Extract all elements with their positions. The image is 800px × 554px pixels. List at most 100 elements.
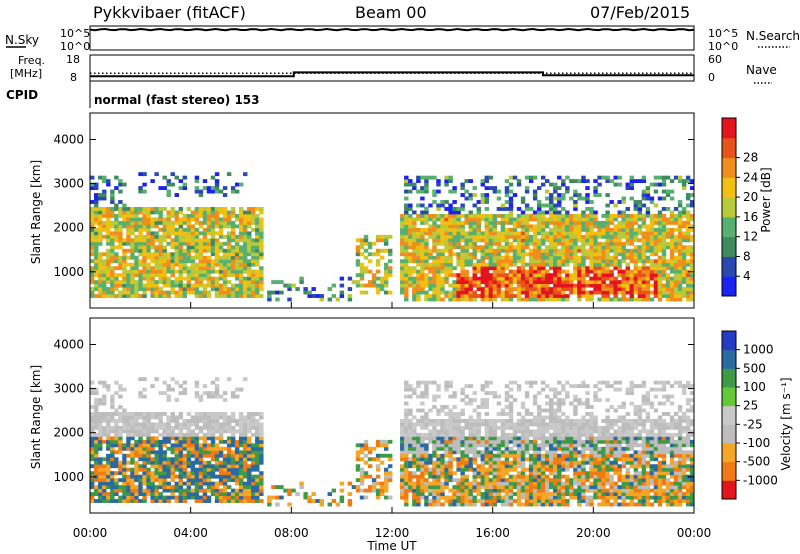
velocity-cell — [194, 474, 200, 479]
power-cell — [186, 266, 192, 271]
velocity-cell — [488, 502, 494, 507]
power-cell — [613, 266, 618, 271]
power-cell — [677, 252, 683, 257]
power-cell — [142, 182, 147, 187]
power-cell — [528, 287, 534, 291]
power-cell — [601, 294, 606, 298]
power-cell — [516, 224, 522, 229]
power-cell — [524, 294, 530, 298]
power-cell — [677, 294, 683, 298]
power-cell — [613, 276, 618, 281]
power-cell — [230, 283, 236, 288]
velocity-cell — [444, 474, 449, 479]
power-cell — [476, 220, 481, 225]
velocity-cell — [178, 492, 184, 496]
power-cell — [581, 238, 586, 243]
power-cell — [456, 280, 461, 285]
power-cell — [387, 252, 393, 257]
velocity-cell — [247, 418, 252, 423]
velocity-cell — [480, 492, 486, 496]
velocity-cell — [412, 502, 417, 507]
power-cell — [416, 273, 421, 278]
velocity-cell — [114, 471, 119, 476]
power-cell — [488, 217, 494, 222]
power-cell — [98, 259, 103, 264]
power-cell — [557, 196, 562, 201]
power-cell — [416, 245, 421, 250]
power-cell — [536, 231, 542, 236]
power-cell — [452, 186, 457, 191]
power-cell — [665, 262, 671, 267]
velocity-cell — [122, 464, 127, 469]
power-cell — [565, 220, 570, 225]
velocity-cell — [424, 502, 429, 507]
power-cell — [484, 200, 490, 204]
velocity-cell — [114, 432, 119, 437]
power-cell — [424, 175, 429, 180]
velocity-cell — [400, 478, 405, 483]
velocity-cell — [234, 499, 240, 503]
power-cell — [605, 269, 610, 274]
velocity-cell — [206, 415, 212, 420]
power-cell — [613, 182, 618, 187]
power-cell — [222, 217, 228, 222]
velocity-cell — [404, 488, 409, 493]
power-cell — [500, 255, 506, 260]
power-cell — [448, 231, 453, 236]
power-cell — [114, 213, 119, 218]
power-cell — [355, 283, 361, 288]
velocity-cell — [416, 439, 421, 444]
power-cell — [553, 182, 558, 187]
power-cell — [436, 266, 441, 271]
power-cell — [540, 262, 546, 267]
velocity-cell — [198, 460, 204, 465]
power-cell — [238, 234, 244, 239]
velocity-cell — [114, 380, 119, 385]
power-cell — [234, 255, 240, 260]
power-cell — [130, 273, 135, 278]
power-cell — [516, 269, 522, 274]
velocity-cell — [218, 492, 224, 496]
power-cell — [90, 259, 95, 264]
power-cell — [685, 287, 691, 291]
power-cell — [222, 294, 228, 298]
velocity-cell — [194, 478, 200, 483]
velocity-cell — [243, 499, 248, 503]
power-cell — [186, 276, 192, 281]
power-cell — [110, 273, 115, 278]
velocity-cell — [162, 460, 167, 465]
velocity-cell — [448, 418, 453, 423]
power-cell — [605, 294, 610, 298]
velocity-cell — [408, 488, 413, 493]
velocity-cell — [126, 439, 131, 444]
power-cell — [230, 290, 236, 295]
velocity-cell — [355, 488, 361, 493]
power-cell — [138, 220, 143, 225]
velocity-cell — [420, 478, 425, 483]
power-cell — [625, 224, 630, 229]
velocity-cell — [114, 439, 119, 444]
power-cell — [416, 203, 421, 208]
power-cell — [420, 189, 425, 194]
power-cell — [633, 238, 639, 243]
power-cell — [110, 248, 115, 253]
velocity-cell — [436, 471, 441, 476]
power-cell — [549, 213, 554, 218]
power-cell — [609, 255, 614, 260]
power-cell — [226, 294, 232, 298]
power-cell — [468, 179, 473, 184]
velocity-cell — [94, 391, 99, 396]
nave-label: Nave — [746, 63, 777, 77]
velocity-cell — [271, 495, 276, 500]
power-cell — [569, 245, 574, 250]
velocity-cell — [186, 432, 192, 437]
power-cell — [126, 269, 131, 274]
power-cell — [621, 269, 626, 274]
power-cell — [681, 290, 687, 295]
velocity-cell — [464, 478, 469, 483]
velocity-cell — [404, 401, 409, 406]
power-cell — [553, 283, 558, 288]
velocity-cell — [130, 457, 135, 462]
power-cell — [194, 175, 200, 180]
velocity-cell — [400, 450, 405, 455]
